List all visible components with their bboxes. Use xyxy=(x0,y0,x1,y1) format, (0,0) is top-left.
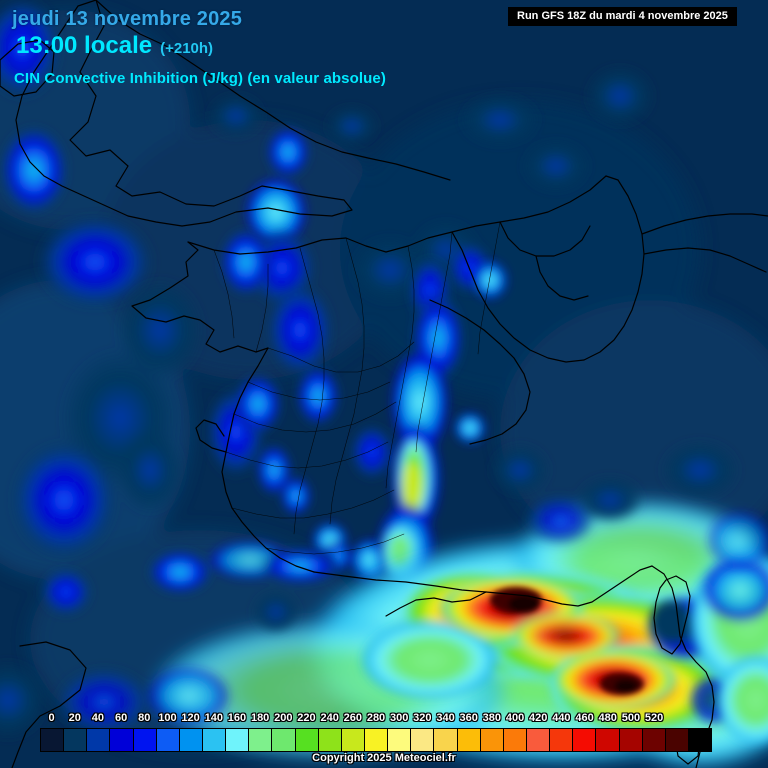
color-scale-swatch xyxy=(457,729,481,751)
color-scale-tick: 120 xyxy=(181,712,200,724)
color-scale-swatch xyxy=(503,729,527,751)
color-scale-tick: 60 xyxy=(114,712,128,724)
color-scale-swatch xyxy=(665,729,689,751)
color-scale-swatch xyxy=(226,729,250,751)
color-scale-tick: 300 xyxy=(389,712,409,724)
color-scale-tick: 160 xyxy=(227,712,247,724)
color-scale-labels: 0 20 40 60 80 100 120 140 160 180 200 220 240 260 280 3… xyxy=(40,712,712,728)
color-scale-swatch xyxy=(642,729,666,751)
model-run-banner: Run GFS 18Z du mardi 4 novembre 2025 xyxy=(508,7,737,26)
color-scale-tick: 520 xyxy=(644,712,664,724)
color-scale-swatch xyxy=(156,729,180,751)
color-scale-swatch xyxy=(573,729,597,751)
color-scale-tick: 500 xyxy=(621,712,641,724)
color-scale-tick: 280 xyxy=(366,712,386,724)
color-scale-swatch xyxy=(110,729,134,751)
color-scale-swatch xyxy=(133,729,157,751)
color-scale-tick: 80 xyxy=(138,712,151,724)
color-scale-legend: 0 20 40 60 80 100 120 140 160 180 200 220 240 260 280 3… xyxy=(40,712,712,752)
color-scale-tick: 100 xyxy=(158,712,177,724)
color-scale-swatch xyxy=(341,729,365,751)
color-scale-tick: 440 xyxy=(552,712,571,724)
color-scale-tick: 0 xyxy=(48,712,55,724)
color-scale-swatch xyxy=(526,729,551,751)
forecast-time-row: 13:00 locale (+210h) xyxy=(16,32,213,60)
copyright-label: Copyright 2025 Meteociel.fr xyxy=(312,752,456,764)
color-scale-tick: 360 xyxy=(459,712,478,724)
color-scale-tick: 180 xyxy=(250,712,270,724)
color-scale-swatch xyxy=(202,729,227,751)
color-scale-swatch xyxy=(388,729,412,751)
color-scale-swatch xyxy=(550,729,574,751)
color-scale-swatch xyxy=(688,729,712,751)
color-scale-swatch xyxy=(41,729,65,751)
color-scale-tick: 420 xyxy=(529,712,548,724)
color-scale-tick: 340 xyxy=(436,712,455,724)
color-scale-swatch xyxy=(434,729,458,751)
color-scale-swatch xyxy=(480,729,504,751)
forecast-date-label: jeudi 13 novembre 2025 xyxy=(12,8,243,30)
color-scale-tick: 480 xyxy=(598,712,617,724)
color-scale-bar xyxy=(40,728,712,752)
color-scale-swatch xyxy=(411,729,435,751)
color-scale-swatch xyxy=(619,729,643,751)
forecast-offset-label: (+210h) xyxy=(160,40,214,57)
color-scale-swatch xyxy=(64,729,88,751)
color-scale-swatch xyxy=(364,729,389,751)
color-scale-tick: 200 xyxy=(274,712,293,724)
color-scale-swatch xyxy=(179,729,203,751)
color-scale-swatch xyxy=(295,729,319,751)
color-scale-swatch xyxy=(87,729,111,751)
color-scale-swatch xyxy=(318,729,342,751)
color-scale-swatch xyxy=(596,729,620,751)
color-scale-tick: 20 xyxy=(68,712,81,724)
color-scale-tick: 400 xyxy=(505,712,525,724)
color-scale-tick: 40 xyxy=(91,712,105,724)
color-scale-tick: 460 xyxy=(575,712,594,724)
color-scale-tick: 220 xyxy=(297,712,316,724)
color-scale-swatch xyxy=(249,729,273,751)
parameter-title: CIN Convective Inhibition (J/kg) (en val… xyxy=(14,70,386,87)
color-scale-tick: 380 xyxy=(482,712,502,724)
color-scale-tick: 240 xyxy=(320,712,339,724)
color-scale-tick: 260 xyxy=(343,712,362,724)
color-scale-swatch xyxy=(272,729,296,751)
color-scale-tick: 320 xyxy=(413,712,432,724)
color-scale-tick: 140 xyxy=(204,712,223,724)
forecast-time-label: 13:00 locale xyxy=(16,32,153,59)
